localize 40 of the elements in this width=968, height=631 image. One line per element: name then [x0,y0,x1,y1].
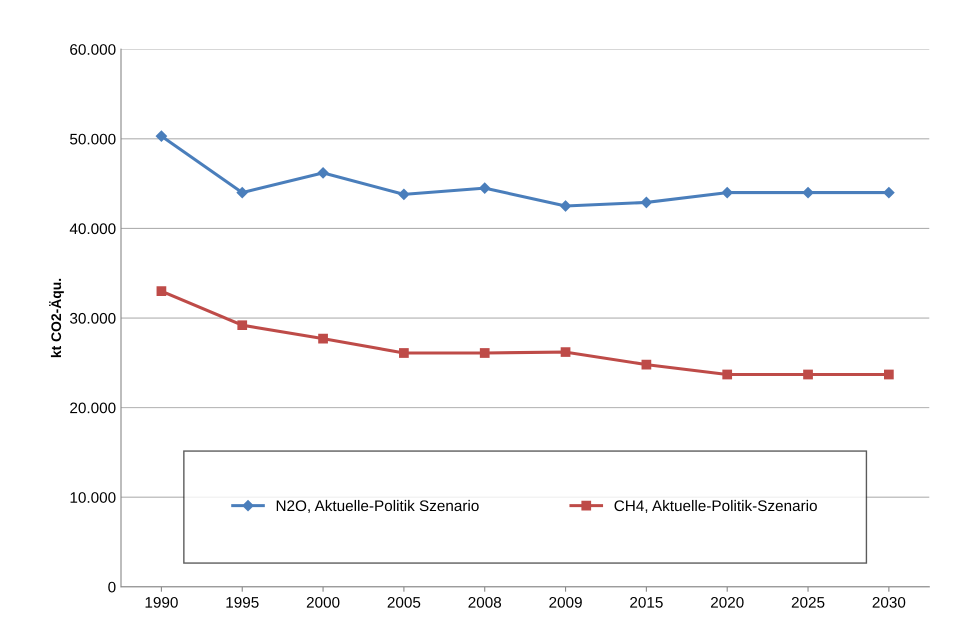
point [398,188,410,200]
x-tick-label: 2015 [630,596,663,608]
x-tick-label: 2000 [306,596,340,608]
point [883,186,894,198]
x-tick-label: 2020 [710,596,744,608]
point [640,196,652,208]
legend-label: N2O, Aktuelle-Politik Szenario [276,500,479,513]
point [803,370,813,380]
point [884,370,894,380]
x-tick-label: 1995 [226,596,259,608]
y-tick-label: 20.000 [70,402,116,414]
point [642,360,652,370]
y-tick-label: 60.000 [70,44,116,55]
point [156,286,166,296]
point [317,167,329,178]
point [399,348,409,358]
point [236,186,248,198]
y-tick-label: 0 [108,582,116,593]
point [318,334,328,344]
x-tick-label: 1990 [146,596,178,608]
point [722,370,732,380]
legend-label: CH4, Aktuelle-Politik-Szenario [614,500,817,513]
y-tick-label: 30.000 [70,312,116,324]
y-tick-label: 40.000 [70,223,116,234]
x-tick-label: 2005 [388,596,420,608]
point [237,320,248,330]
y-tick-label: 10.000 [70,492,116,503]
x-tick-label: 2030 [872,596,906,608]
x-tick-label: 2009 [549,596,582,608]
point [480,348,490,358]
point [560,200,572,212]
y-axis-title: kt CO2-Äqu. [49,278,64,358]
point [802,186,814,198]
y-tick-label: 50.000 [70,134,116,145]
point [479,182,490,194]
x-tick-label: 2025 [792,596,824,608]
point [722,186,733,198]
point [560,347,570,357]
point [156,130,168,142]
x-tick-label: 2008 [468,596,502,608]
